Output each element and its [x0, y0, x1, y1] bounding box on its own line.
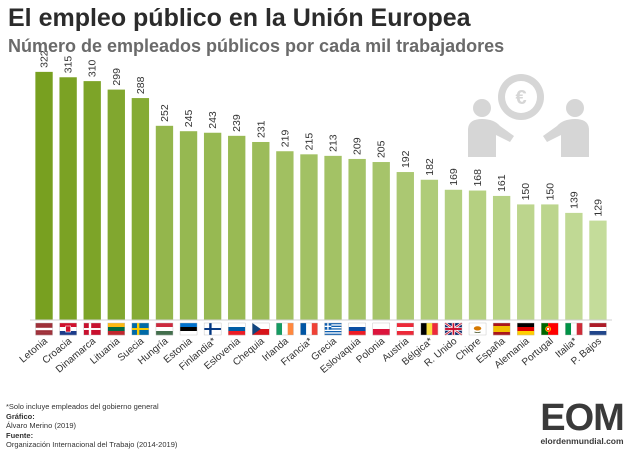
- flag-lithuania: [107, 322, 125, 336]
- chart-subtitle: Número de empleados públicos por cada mi…: [8, 36, 505, 56]
- bar-value-label: 161: [496, 174, 508, 192]
- bar-value-label: 129: [592, 199, 604, 217]
- bar: [372, 162, 390, 320]
- flag-sweden: [131, 322, 150, 336]
- source-label: Fuente:: [6, 430, 34, 440]
- bar-value-label: 150: [520, 183, 532, 201]
- flag-netherlands: [589, 322, 607, 336]
- bar-value-label: 192: [400, 150, 412, 168]
- flag-ireland: [276, 322, 294, 336]
- bar: [396, 172, 414, 320]
- bar: [59, 77, 77, 320]
- flag-greece: [324, 322, 342, 336]
- flag-estonia: [179, 322, 198, 336]
- bar-value-label: 245: [183, 110, 195, 128]
- bar: [83, 81, 101, 320]
- flag-cyprus: [468, 322, 487, 336]
- flag-croatia: [59, 322, 77, 336]
- flag-czechia: [252, 322, 270, 336]
- brand-logo: EOM elordenmundial.com: [532, 398, 632, 446]
- graphic-author: Álvaro Merino (2019): [6, 421, 77, 431]
- flag-slovakia: [348, 322, 366, 336]
- bar: [541, 204, 559, 320]
- bar: [300, 154, 318, 320]
- bar-value-label: 150: [544, 183, 556, 201]
- bar-value-label: 315: [63, 56, 75, 74]
- bar: [179, 131, 198, 320]
- flag-portugal: [541, 322, 559, 336]
- people-exchanging-euro-icon: €: [468, 74, 589, 157]
- flag-hungary: [155, 322, 174, 336]
- flag-slovenia: [228, 322, 246, 336]
- bar: [203, 132, 222, 320]
- bar-value-label: 209: [352, 137, 364, 155]
- logo-mark: EOM: [540, 397, 625, 439]
- bar: [492, 195, 511, 320]
- flag-poland: [372, 322, 390, 336]
- bar-value-label: 213: [328, 134, 340, 152]
- bar-value-label: 322: [39, 50, 51, 68]
- flag-denmark: [83, 322, 101, 336]
- bar: [276, 151, 294, 320]
- flag-belgium: [420, 322, 439, 336]
- bar: [155, 125, 174, 320]
- svg-text:€: €: [515, 87, 526, 109]
- bar-value-label: 139: [568, 191, 580, 209]
- logo-url: elordenmundial.com: [540, 436, 624, 446]
- source-text: Organización Internacional del Trabajo (…: [6, 440, 178, 450]
- graphic-label: Gráfico:: [6, 411, 35, 421]
- bar: [35, 71, 53, 320]
- bar-value-label: 169: [448, 168, 460, 186]
- bar-value-label: 205: [376, 140, 388, 158]
- bar-value-label: 219: [279, 130, 291, 148]
- bar-value-label: 243: [207, 111, 219, 129]
- bar: [107, 89, 125, 320]
- chart-notes: *Solo incluye empleados del gobierno gen…: [6, 402, 177, 450]
- bar: [324, 155, 342, 320]
- bar: [420, 179, 439, 320]
- bar: [131, 98, 150, 320]
- bar-value-label: 310: [87, 59, 99, 77]
- bar-value-label: 252: [159, 104, 171, 122]
- flag-latvia: [35, 322, 53, 336]
- flag-finland: [203, 322, 222, 336]
- flag-united-kingdom: [444, 322, 463, 336]
- bar-value-label: 299: [111, 68, 123, 86]
- bar-value-label: 168: [472, 169, 484, 187]
- bar: [565, 212, 583, 320]
- chart-title: El empleo público en la Unión Europea: [8, 4, 471, 32]
- bar-value-label: 231: [255, 120, 267, 138]
- flag-spain: [492, 322, 511, 336]
- bar-value-label: 215: [303, 133, 315, 151]
- flag-italy: [565, 322, 583, 336]
- bar: [589, 220, 607, 320]
- bar: [444, 189, 463, 320]
- footnote: *Solo incluye empleados del gobierno gen…: [6, 402, 159, 411]
- bar: [517, 204, 535, 320]
- bar-value-label: 239: [231, 114, 243, 132]
- flag-germany: [517, 322, 535, 336]
- flag-austria: [396, 322, 414, 336]
- bar-value-label: 288: [135, 76, 147, 94]
- bar: [252, 141, 270, 320]
- bar: [228, 135, 246, 320]
- flag-france: [300, 322, 318, 336]
- bar-value-label: 182: [424, 158, 436, 176]
- bar: [348, 158, 366, 320]
- bar: [468, 190, 487, 320]
